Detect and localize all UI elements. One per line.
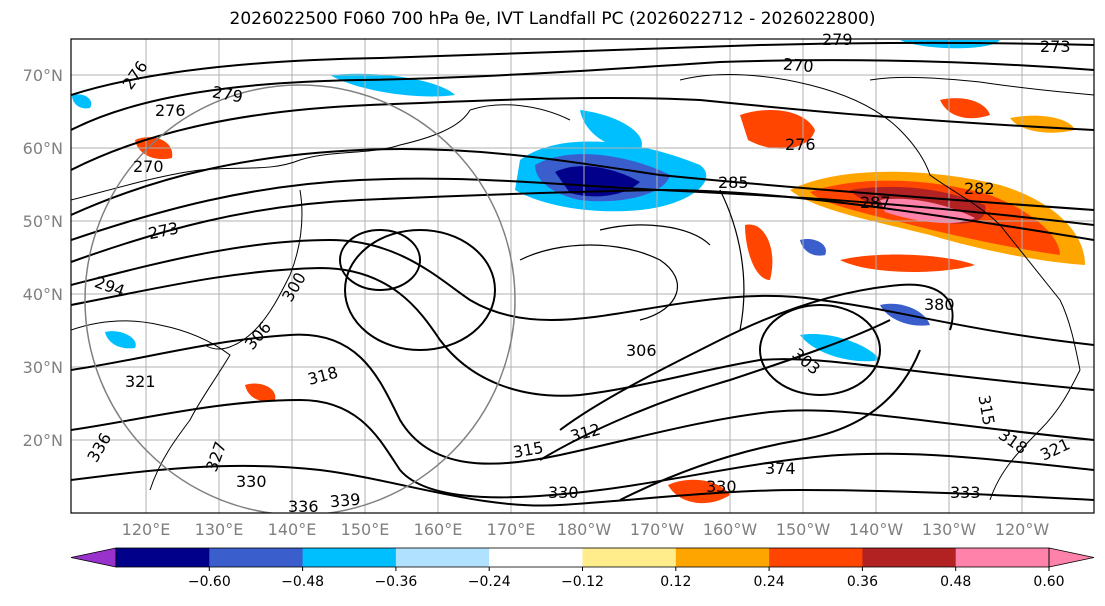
contour-label: 380 <box>924 295 955 314</box>
colorbar-tick-label: 0.48 <box>940 574 971 590</box>
lat-label-50n: 50°N <box>23 212 63 231</box>
contour-label: 321 <box>125 372 156 391</box>
negative-anomaly-patch <box>800 239 826 256</box>
graticule <box>71 39 1094 513</box>
lat-label-60n: 60°N <box>23 139 63 158</box>
colorbar-box <box>955 548 1050 567</box>
colorbar-tick-label: −0.60 <box>188 574 231 590</box>
colorbar-box <box>395 548 490 567</box>
positive-anomaly-south <box>668 479 730 504</box>
lon-label: 150°W <box>776 520 831 539</box>
contour-label: 330 <box>548 483 579 502</box>
colorbar-box <box>209 548 304 567</box>
colorbar-tick-label: 0.36 <box>847 574 878 590</box>
contour-label: 306 <box>626 341 657 360</box>
lon-label: 160°E <box>414 520 463 539</box>
colorbar-box <box>302 548 397 567</box>
map-frame <box>70 38 1095 514</box>
contour-label: 270 <box>782 55 814 77</box>
lon-label: 140°E <box>268 520 317 539</box>
contour-label: 270 <box>133 157 164 176</box>
thin-contours <box>519 189 745 331</box>
colorbar-tick-label: 0.12 <box>660 574 691 590</box>
colorbar-box <box>582 548 677 567</box>
positive-anomaly-band <box>840 254 975 272</box>
contour-label: 273 <box>1040 37 1071 56</box>
colorbar-box <box>862 548 957 567</box>
lon-label: 150°E <box>341 520 390 539</box>
negative-anomaly-patch-5 <box>72 94 92 109</box>
lat-label-20n: 20°N <box>23 431 63 450</box>
latitude-labels: 70°N 60°N 50°N 40°N 30°N 20°N <box>23 66 63 450</box>
positive-anomaly-alaska <box>740 110 815 149</box>
range-circle <box>84 84 516 513</box>
page-title: 2026022500 F060 700 hPa θe, IVT Landfall… <box>229 9 876 29</box>
colorbar-extend-low <box>70 547 117 568</box>
colorbar-tick-label: −0.12 <box>561 574 604 590</box>
lat-label-70n: 70°N <box>23 66 63 85</box>
lon-label: 160°W <box>703 520 758 539</box>
longitude-labels: 120°E 130°E 140°E 150°E 160°E 170°E 180°… <box>122 520 1050 539</box>
colorbar-box <box>769 548 863 567</box>
lat-label-30n: 30°N <box>23 358 63 377</box>
negative-anomaly-core <box>555 166 640 197</box>
negative-anomaly-patch-4 <box>105 331 136 349</box>
negative-anomaly-patch-2 <box>800 334 880 362</box>
lon-label: 120°W <box>995 520 1050 539</box>
contour-label: 330 <box>236 472 267 491</box>
coastlines <box>71 74 1094 501</box>
colorbar-tick-label: 0.24 <box>754 574 785 590</box>
positive-anomaly-strip <box>745 224 773 280</box>
colorbar-tick-label: −0.24 <box>468 574 511 590</box>
colorbar-extend-high <box>1048 547 1095 568</box>
lat-label-40n: 40°N <box>23 285 63 304</box>
lon-label: 130°E <box>195 520 244 539</box>
colorbar-tick-label: −0.36 <box>374 574 417 590</box>
positive-anomaly-yukon <box>940 98 990 119</box>
colorbar-tick-label: −0.48 <box>281 574 324 590</box>
colorbar-tick-label: 0.60 <box>1033 574 1064 590</box>
lon-label: 170°W <box>630 520 685 539</box>
lon-label: 120°E <box>122 520 171 539</box>
lon-label: 170°E <box>487 520 536 539</box>
positive-anomaly-japan-south <box>245 383 276 402</box>
contour-label: 333 <box>950 483 981 502</box>
colorbar-box <box>675 548 770 567</box>
contour-label: 276 <box>785 135 816 154</box>
contour-label: 285 <box>718 173 749 192</box>
contour-label: 339 <box>329 490 361 512</box>
contour-label: 282 <box>964 179 995 198</box>
colorbar: −0.60 −0.48 −0.36 −0.24 −0.12 0.12 0.24 0.36 0.4… <box>70 547 1095 590</box>
contour-label: 374 <box>765 459 796 478</box>
map-panel: 276 279 270 276 279 273 270 294 300 306 … <box>70 30 1095 516</box>
contour-label: 336 <box>288 497 319 516</box>
lon-label: 130°W <box>922 520 977 539</box>
negative-anomaly-north <box>580 110 642 150</box>
lon-label: 140°W <box>849 520 904 539</box>
lon-label: 180°W <box>557 520 612 539</box>
contour-label: 287 <box>860 193 891 212</box>
contour-label: 330 <box>706 477 737 496</box>
colorbar-box <box>116 548 210 567</box>
contour-label: 276 <box>155 101 186 120</box>
theta-e-contours <box>71 41 1094 507</box>
colorbar-box <box>489 548 583 567</box>
